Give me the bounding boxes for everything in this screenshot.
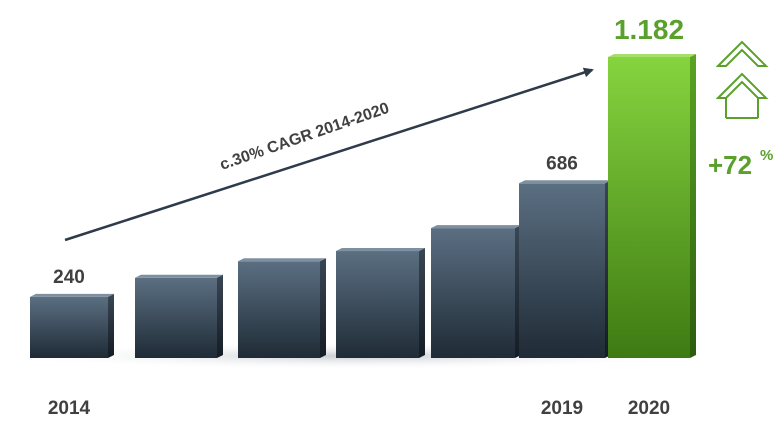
cagr-trend-arrow (64, 67, 594, 242)
bar-2016 (238, 258, 326, 358)
x-tick-label-2020: 2020 (628, 398, 670, 419)
bars-group (30, 54, 696, 358)
bar-top-face (608, 54, 696, 57)
bar-top-face (336, 248, 425, 252)
bar-front-face (336, 251, 419, 358)
bar-side-face (320, 258, 326, 358)
bar-side-face (108, 293, 114, 358)
bar-side-face (690, 54, 696, 358)
bar-front-face (238, 261, 320, 358)
growth-unit: % (760, 147, 773, 164)
bar-top-face (135, 274, 223, 278)
data-label-2019: 686 (546, 153, 578, 174)
bar-2020 (608, 54, 696, 358)
bar-front-face (431, 228, 515, 358)
data-label-2014: 240 (53, 267, 85, 288)
bar-front-face (519, 183, 605, 358)
bar-front-face (30, 296, 108, 358)
bar-2014 (30, 293, 114, 358)
bar-2018 (431, 225, 521, 358)
labels-group: 240 2014 686 2019 1.182 2020 (48, 14, 684, 419)
bar-top-face (431, 225, 521, 229)
bar-side-face (419, 248, 425, 358)
x-tick-label-2014: 2014 (48, 398, 91, 419)
bar-2019 (519, 180, 611, 358)
data-label-2020: 1.182 (614, 14, 684, 45)
x-tick-label-2019: 2019 (541, 398, 583, 419)
bar-front-face (135, 277, 217, 358)
bar-2015 (135, 274, 223, 358)
double-chevron-up-icon (715, 40, 769, 119)
growth-value: +72 (708, 150, 752, 180)
bar-front-face (608, 57, 690, 358)
bar-side-face (217, 274, 223, 358)
bar-2017 (336, 248, 425, 358)
bar-top-face (238, 258, 326, 262)
bar-top-face (519, 180, 611, 184)
bar-top-face (30, 293, 114, 297)
